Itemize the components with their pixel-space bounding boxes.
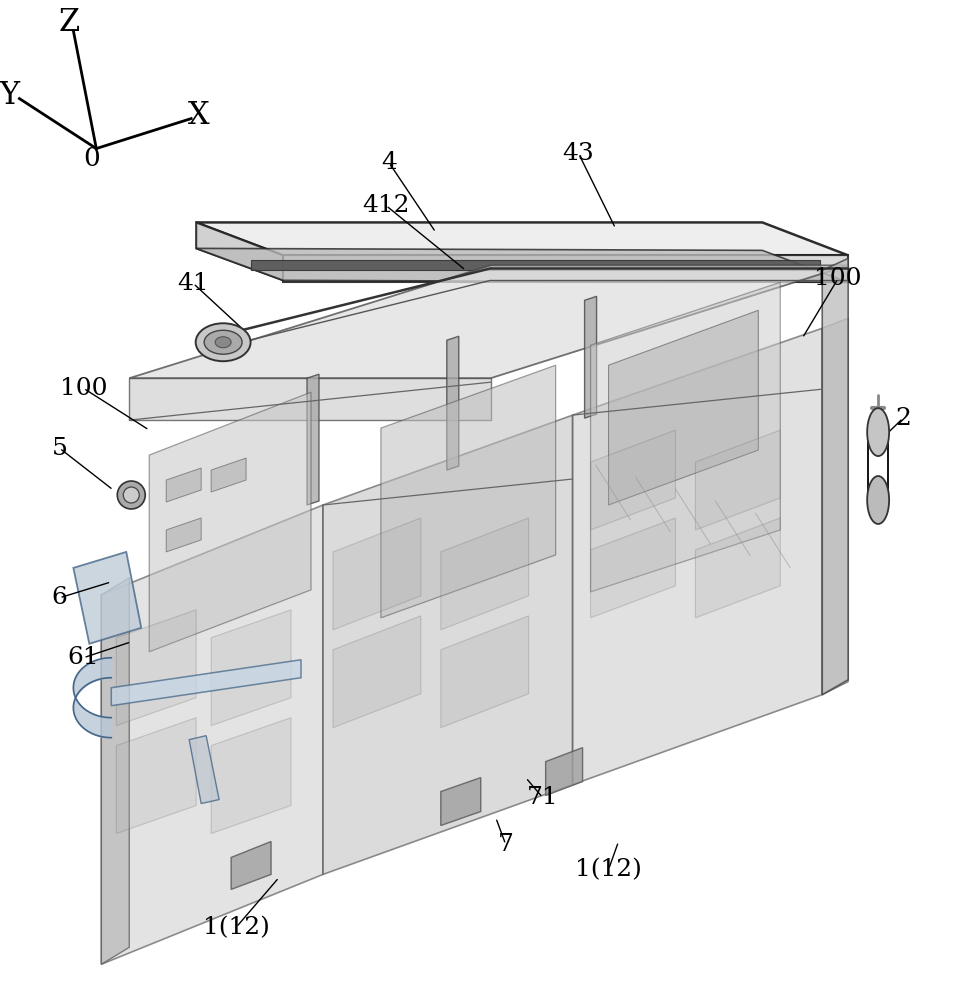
Polygon shape (381, 365, 556, 618)
Text: 61: 61 (67, 646, 99, 669)
Polygon shape (591, 518, 676, 618)
Polygon shape (822, 318, 848, 695)
Polygon shape (196, 222, 848, 255)
Ellipse shape (196, 323, 251, 361)
Polygon shape (307, 374, 319, 505)
Polygon shape (116, 610, 196, 726)
Text: 6: 6 (52, 586, 67, 609)
Text: 1(12): 1(12) (575, 858, 642, 881)
Polygon shape (166, 518, 201, 552)
Text: 71: 71 (526, 786, 559, 809)
Polygon shape (130, 265, 848, 378)
Ellipse shape (117, 481, 145, 509)
Polygon shape (212, 610, 291, 726)
Text: 43: 43 (563, 142, 595, 165)
Ellipse shape (204, 330, 242, 354)
Polygon shape (252, 260, 820, 270)
Text: 1(12): 1(12) (203, 916, 269, 939)
Polygon shape (189, 736, 219, 804)
Polygon shape (101, 505, 323, 964)
Ellipse shape (123, 487, 139, 503)
Polygon shape (333, 518, 421, 630)
Polygon shape (111, 660, 301, 706)
Text: Z: Z (58, 7, 80, 38)
Polygon shape (608, 310, 759, 505)
Polygon shape (283, 255, 848, 282)
Polygon shape (333, 616, 421, 728)
Polygon shape (231, 841, 271, 889)
Ellipse shape (867, 476, 889, 524)
Polygon shape (441, 518, 528, 630)
Polygon shape (591, 282, 780, 592)
Polygon shape (166, 468, 201, 502)
Text: 412: 412 (362, 194, 410, 217)
Polygon shape (822, 258, 848, 695)
Polygon shape (695, 430, 780, 530)
Polygon shape (591, 430, 676, 530)
Polygon shape (695, 518, 780, 618)
Ellipse shape (867, 408, 889, 456)
Polygon shape (196, 222, 283, 280)
Text: 41: 41 (177, 272, 209, 295)
Polygon shape (323, 415, 572, 874)
Ellipse shape (215, 337, 231, 348)
Polygon shape (441, 778, 481, 826)
Polygon shape (149, 392, 311, 652)
Polygon shape (212, 458, 246, 492)
Text: 4: 4 (381, 151, 397, 174)
Polygon shape (447, 336, 459, 470)
Polygon shape (212, 718, 291, 833)
Text: 100: 100 (59, 377, 107, 400)
Text: 5: 5 (52, 437, 67, 460)
Polygon shape (196, 248, 848, 282)
Text: 100: 100 (814, 267, 862, 290)
Polygon shape (116, 718, 196, 833)
Polygon shape (572, 328, 822, 785)
Polygon shape (585, 296, 597, 418)
Text: X: X (188, 100, 210, 131)
Text: 0: 0 (83, 146, 99, 171)
Polygon shape (546, 748, 583, 796)
Polygon shape (73, 552, 141, 644)
Polygon shape (130, 378, 490, 420)
Polygon shape (101, 578, 130, 964)
Text: Y: Y (0, 80, 20, 111)
Polygon shape (441, 616, 528, 728)
Text: 2: 2 (895, 407, 911, 430)
Text: 7: 7 (498, 833, 514, 856)
